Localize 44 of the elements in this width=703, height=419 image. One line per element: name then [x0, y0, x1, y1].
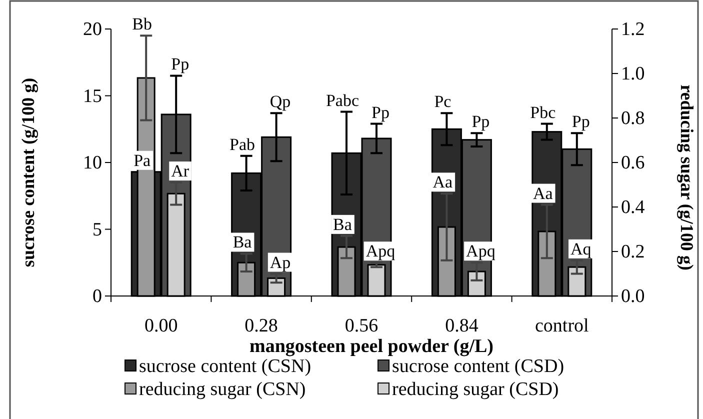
data-label: Bb: [132, 14, 152, 34]
data-label: Ap: [270, 252, 291, 272]
y2-tick-label: 0.4: [621, 197, 646, 218]
x-tick-label: 0.00: [144, 315, 178, 336]
data-label: Ba: [232, 232, 252, 252]
y2-tick-label: 0.8: [621, 108, 645, 130]
legend-label: sucrose content (CSN): [139, 356, 312, 377]
y-axis-title: sucrose content (g/100 g): [18, 78, 38, 268]
y2-tick-label: 0.0: [621, 286, 645, 308]
data-label: Ba: [333, 214, 352, 234]
data-label: Ar: [171, 162, 190, 181]
y2-tick-label: 0.6: [621, 152, 645, 174]
data-label: Aq: [570, 239, 592, 258]
x-tick-label: 0.28: [244, 315, 278, 336]
data-label: Pp: [372, 102, 390, 122]
legend-label: reducing sugar (CSD): [392, 379, 559, 400]
y-tick-label: 5: [92, 219, 102, 240]
y2-axis-title: reducing sugar (g/100 g): [677, 84, 697, 270]
data-label: Apq: [366, 242, 396, 261]
y-tick-label: 0: [92, 286, 102, 308]
legend-label: reducing sugar (CSN): [139, 379, 306, 400]
data-label: Pa: [134, 150, 152, 170]
data-label: Pab: [230, 134, 256, 154]
data-label: Aa: [532, 184, 554, 203]
data-label: Pp: [472, 112, 490, 132]
x-tick-label: control: [534, 315, 589, 336]
data-label: Aa: [432, 172, 454, 192]
data-label: Pp: [572, 112, 590, 132]
x-axis-title: mangosteen peel powder (g/L): [250, 336, 494, 357]
y-tick-label: 15: [83, 86, 102, 107]
data-label: Pbc: [530, 102, 556, 122]
data-label: Pc: [434, 92, 452, 112]
y-tick-label: 10: [83, 152, 102, 174]
y-tick-label: 20: [83, 19, 102, 40]
data-label: Qp: [270, 92, 291, 112]
x-tick-label: 0.56: [344, 315, 378, 336]
x-tick-label: 0.84: [445, 315, 479, 336]
y2-tick-label: 0.2: [621, 242, 645, 263]
y2-tick-label: 1.2: [621, 19, 645, 40]
y2-tick-label: 1.0: [621, 64, 645, 85]
legend-label: sucrose content (CSD): [392, 356, 564, 377]
data-label: Pabc: [326, 90, 360, 110]
data-label: Apq: [466, 242, 496, 261]
data-label: Pp: [171, 54, 190, 74]
